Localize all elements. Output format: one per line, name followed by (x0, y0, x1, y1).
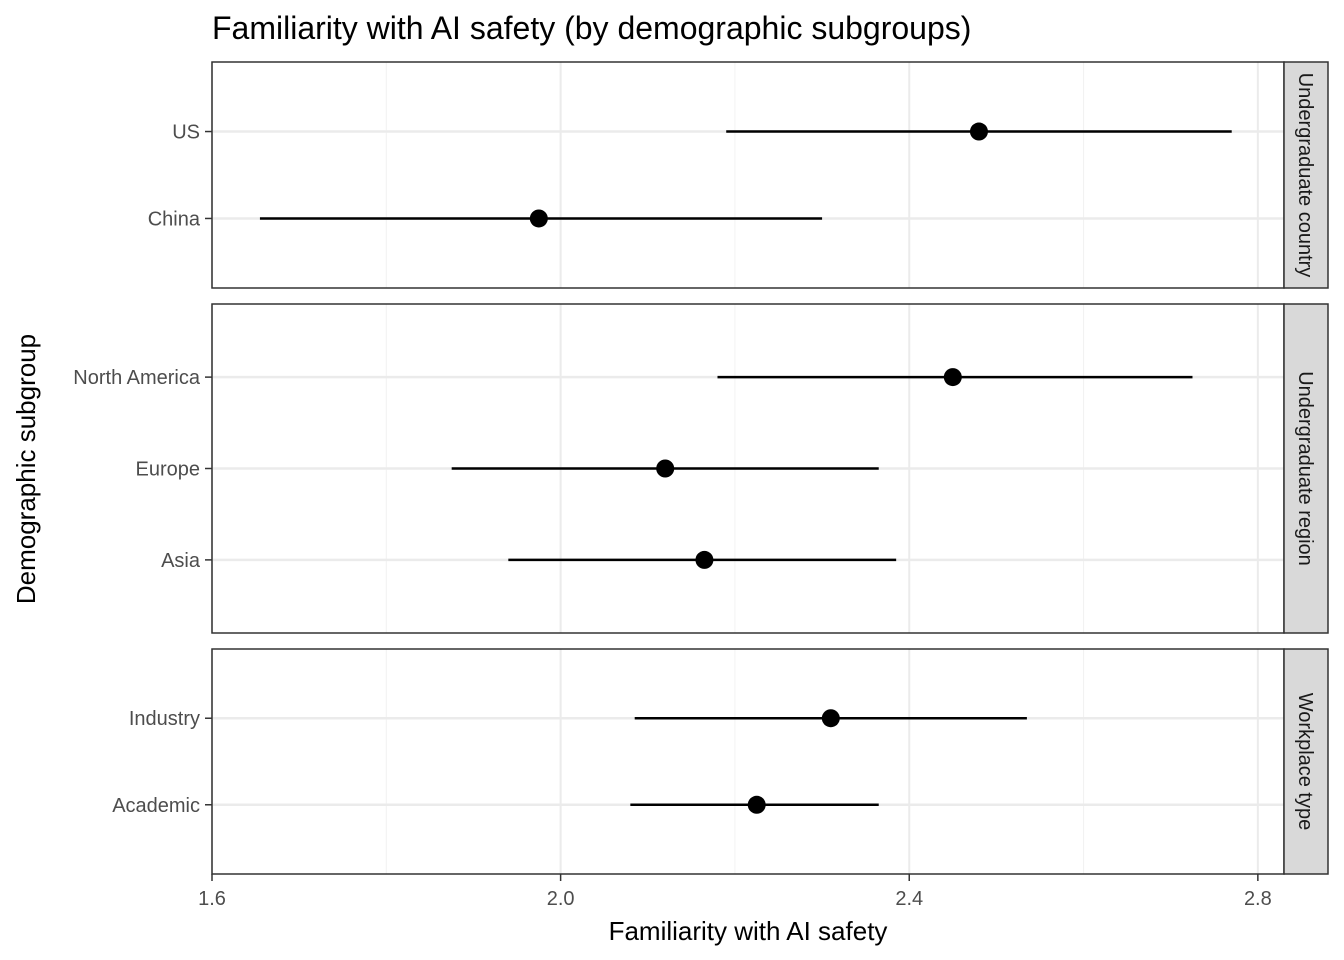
point-estimate (529, 209, 548, 228)
x-axis: 1.6 2.0 2.4 2.8 (198, 874, 1272, 910)
facet-strip-label-clip: Workplace type (1294, 693, 1316, 830)
point-estimate (747, 795, 766, 814)
facet-strip (1283, 61, 1329, 289)
x-tick-label: 2.8 (1244, 888, 1272, 910)
y-tick-label: Industry (129, 708, 200, 730)
chart-title: Familiarity with AI safety (by demograph… (212, 10, 971, 46)
y-tick-label: US (172, 122, 200, 144)
x-axis-title: Familiarity with AI safety (609, 916, 888, 946)
point-estimate (695, 550, 714, 569)
facet-panel: North America Europe Asia Undergraduate reg… (73, 303, 1329, 634)
point-estimate (969, 122, 988, 141)
facet-panel: Industry Academic Workplace type (112, 648, 1329, 875)
x-tick-label: 2.4 (895, 888, 923, 910)
facet-panels: US China Undergraduate country North Americ… (73, 61, 1329, 875)
point-estimate (943, 368, 962, 387)
facet-strip-label: Undergraduate region (1294, 371, 1316, 566)
point-estimate (821, 709, 840, 728)
panel-background (212, 649, 1284, 874)
x-tick-label: 2.0 (547, 888, 575, 910)
x-tick-label: 1.6 (198, 888, 226, 910)
facet-strip-label: Workplace type (1294, 693, 1316, 830)
y-tick-label: Academic (112, 795, 200, 817)
point-estimate (656, 459, 675, 478)
facet-strip-label-clip: Undergraduate region (1294, 371, 1316, 566)
y-tick-label: Asia (161, 550, 201, 572)
y-tick-label: North America (73, 367, 201, 389)
facet-strip-label-clip: Undergraduate country (1294, 73, 1316, 278)
facet-panel: US China Undergraduate country (148, 61, 1329, 289)
panel-background (212, 62, 1284, 288)
y-tick-label: China (148, 208, 201, 230)
y-axis-title: Demographic subgroup (11, 334, 41, 604)
facet-strip-label: Undergraduate country (1294, 73, 1316, 278)
facet-strip (1283, 303, 1329, 634)
y-tick-label: Europe (136, 459, 201, 481)
facet-strip (1283, 648, 1329, 875)
